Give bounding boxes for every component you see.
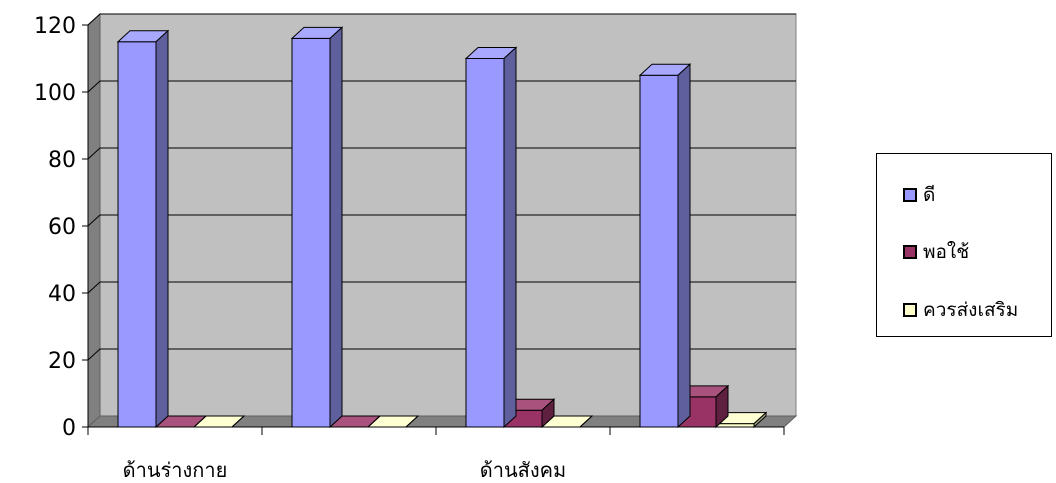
legend-item-good: ดี	[903, 180, 935, 210]
y-tick-label: 100	[34, 81, 76, 106]
bar-side	[503, 46, 517, 429]
gridline	[87, 80, 796, 93]
bar-side	[193, 415, 207, 428]
legend-swatch-fair	[903, 245, 917, 259]
y-tick-label: 120	[34, 14, 76, 39]
y-tick-label: 80	[48, 148, 76, 173]
y-tick-label: 20	[48, 349, 76, 374]
x-category-label: ด้านสังคม	[480, 458, 566, 482]
gridline	[87, 214, 796, 227]
bar	[676, 384, 730, 429]
legend: ดี พอใช้ ควรส่งเสริม	[876, 153, 1052, 337]
gridline	[87, 281, 796, 294]
y-tick-labels: 0 20 40 60 80 100 120	[34, 14, 76, 441]
bar-side	[753, 411, 767, 429]
axes	[82, 24, 785, 435]
legend-label-fair: พอใช้	[923, 241, 970, 263]
gridline	[87, 13, 796, 26]
bar-side	[231, 415, 245, 428]
bar-side	[715, 384, 729, 429]
y-tick-label: 60	[48, 215, 76, 240]
legend-label-good: ดี	[923, 184, 936, 206]
bar-front	[117, 41, 157, 428]
bar-side	[579, 415, 593, 428]
gridlines	[87, 13, 796, 361]
bar	[290, 26, 344, 429]
bar-side	[155, 29, 169, 429]
legend-swatch-good	[903, 188, 917, 202]
bar-front	[465, 58, 505, 428]
gridline	[87, 348, 796, 361]
bar-side	[329, 26, 343, 429]
x-tick-labels: ด้านร่างกาย ด้านสังคม	[123, 458, 567, 482]
bar-front	[291, 37, 331, 428]
y-tick-label: 40	[48, 282, 76, 307]
bars	[116, 26, 768, 429]
bar-side	[541, 398, 555, 429]
bar-side	[677, 63, 691, 429]
legend-item-fair: พอใช้	[903, 237, 969, 267]
legend-swatch-needs-support	[903, 303, 917, 317]
bar	[638, 63, 692, 429]
y-tick-label: 0	[62, 416, 76, 441]
legend-label-needs-support: ควรส่งเสริม	[923, 299, 1019, 321]
gridline	[87, 147, 796, 160]
bar	[464, 46, 518, 429]
x-category-label: ด้านร่างกาย	[123, 458, 228, 482]
bar-side	[405, 415, 419, 428]
bar	[116, 29, 170, 429]
legend-item-needs-support: ควรส่งเสริม	[903, 295, 1018, 325]
bar-front	[639, 74, 679, 428]
bar-front	[715, 423, 755, 428]
bar-side	[367, 415, 381, 428]
